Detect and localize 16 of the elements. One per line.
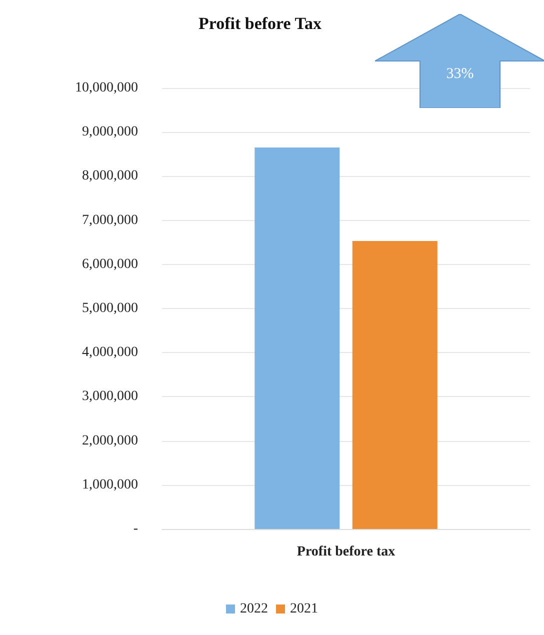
y-tick-label: 4,000,000 bbox=[82, 345, 138, 360]
y-tick-label: 2,000,000 bbox=[82, 433, 138, 448]
legend-label: 2021 bbox=[290, 602, 318, 616]
y-tick-label: 8,000,000 bbox=[82, 168, 138, 184]
x-tick-label: Profit before tax bbox=[296, 544, 396, 560]
chart-title: Profit before Tax bbox=[198, 14, 322, 33]
legend-label: 2022 bbox=[240, 602, 268, 616]
y-tick-label: 5,000,000 bbox=[82, 301, 138, 316]
y-tick-label: 3,000,000 bbox=[82, 389, 138, 404]
y-tick-label: 10,000,000 bbox=[75, 80, 138, 96]
y-tick-label: 9,000,000 bbox=[82, 124, 138, 140]
y-tick-label: 6,000,000 bbox=[82, 256, 138, 272]
y-tick-label: - bbox=[133, 522, 138, 536]
y-tick-label: 1,000,000 bbox=[82, 477, 138, 492]
up-arrow-icon: 33% bbox=[375, 14, 544, 108]
y-tick-label: 7,000,000 bbox=[82, 212, 138, 228]
